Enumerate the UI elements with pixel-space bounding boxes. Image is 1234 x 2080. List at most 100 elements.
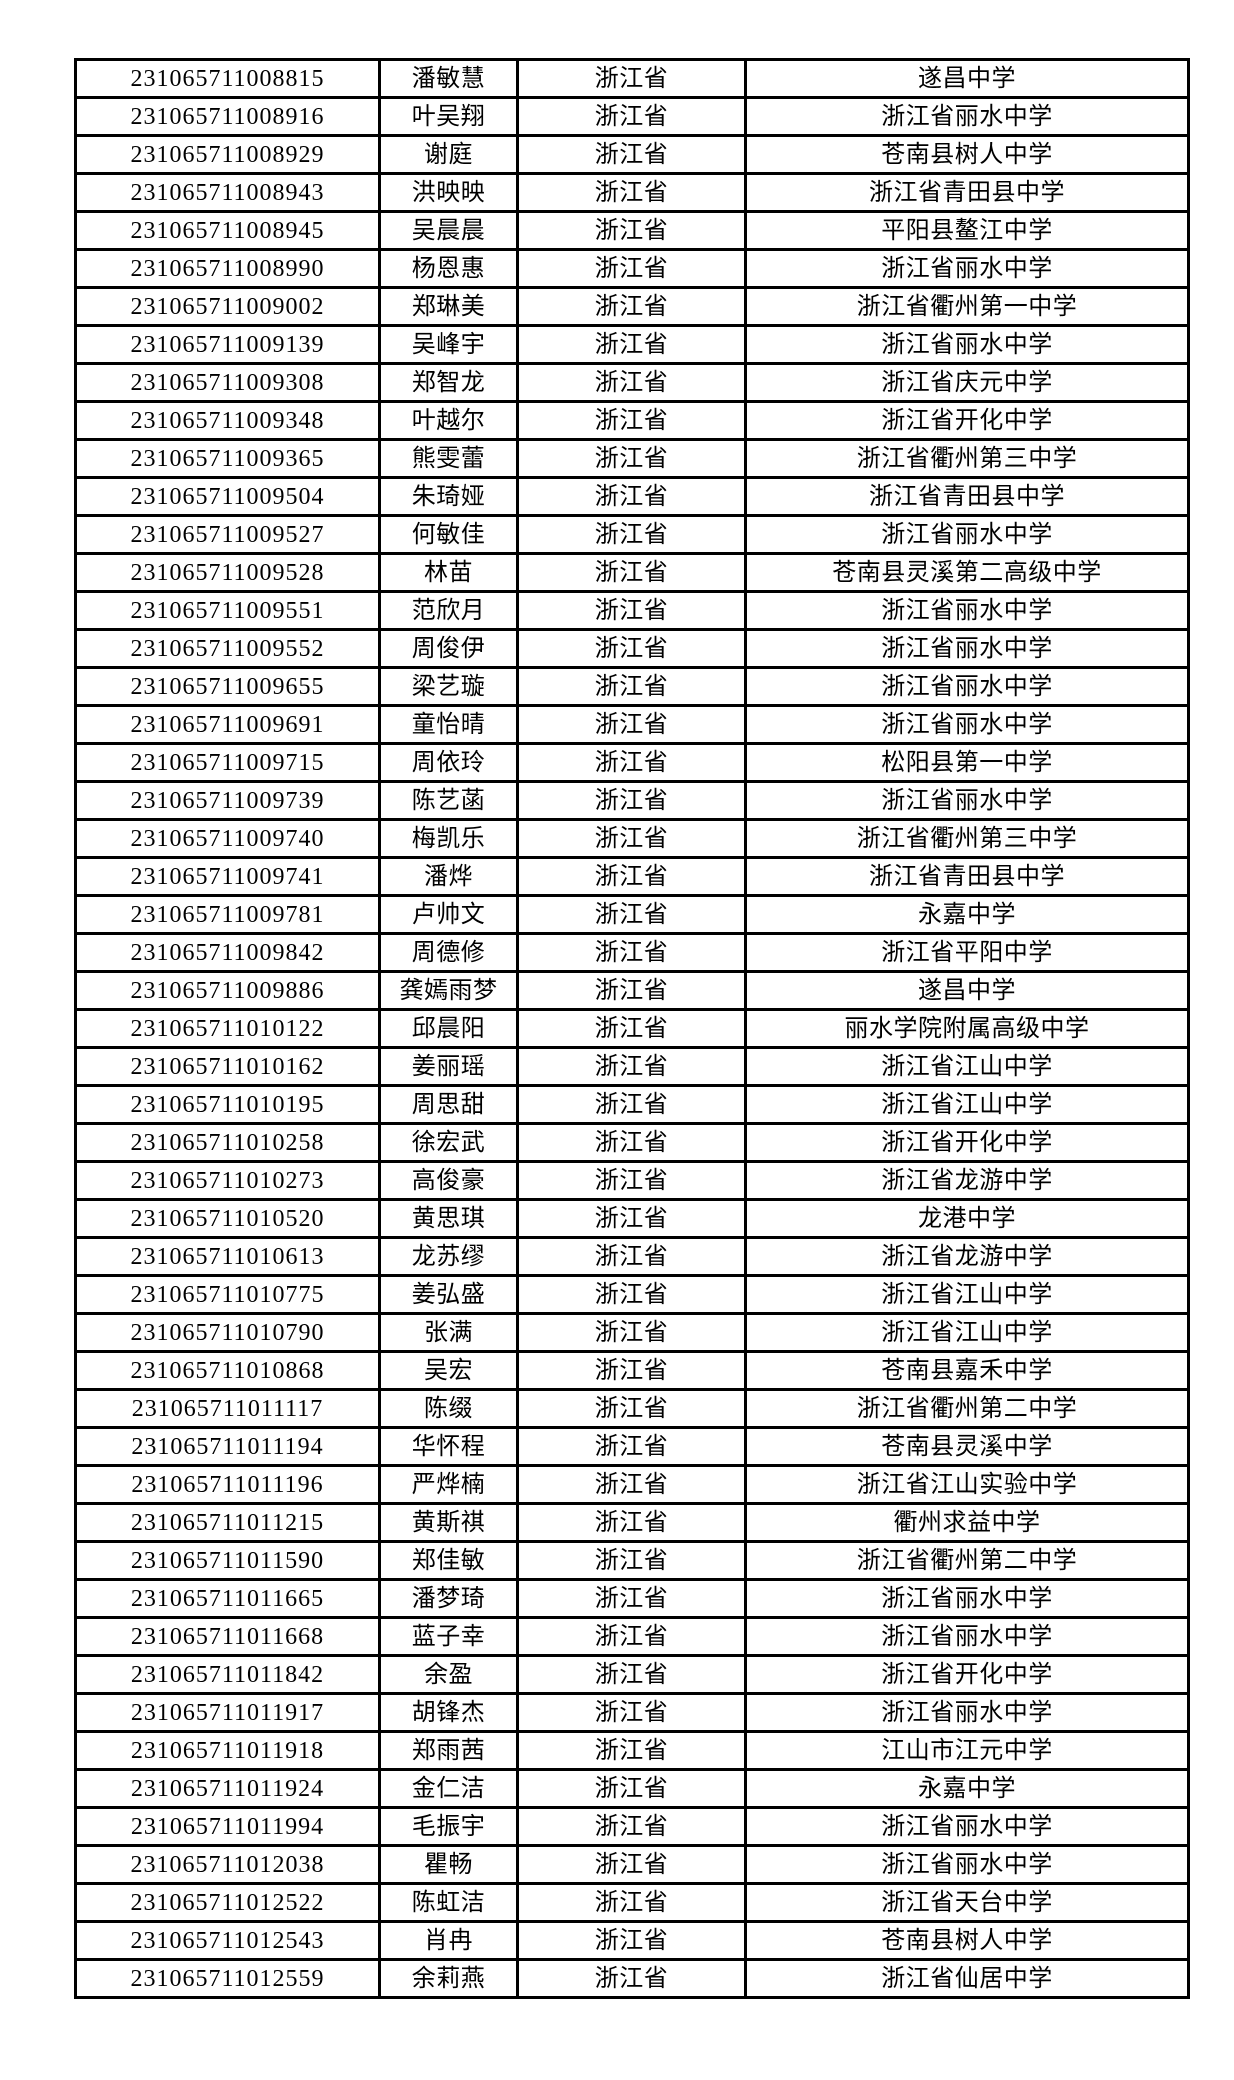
table-row: 231065711008943 洪映映 浙江省 浙江省青田县中学 bbox=[74, 172, 1190, 213]
cell-province: 浙江省 bbox=[516, 666, 747, 707]
cell-candidate-id: 231065711009365 bbox=[74, 438, 381, 479]
cell-candidate-id: 231065711011117 bbox=[74, 1388, 381, 1429]
cell-school: 浙江省丽水中学 bbox=[744, 1806, 1190, 1847]
cell-candidate-id: 231065711011196 bbox=[74, 1464, 381, 1505]
cell-candidate-id: 231065711009886 bbox=[74, 970, 381, 1011]
cell-school: 浙江省江山中学 bbox=[744, 1274, 1190, 1315]
cell-school: 浙江省衢州第一中学 bbox=[744, 286, 1190, 327]
cell-candidate-id: 231065711011215 bbox=[74, 1502, 381, 1543]
cell-name: 何敏佳 bbox=[378, 514, 519, 555]
cell-candidate-id: 231065711009308 bbox=[74, 362, 381, 403]
cell-school: 遂昌中学 bbox=[744, 970, 1190, 1011]
table-row: 231065711009308 郑智龙 浙江省 浙江省庆元中学 bbox=[74, 362, 1190, 403]
table-row: 231065711009365 熊雯蕾 浙江省 浙江省衢州第三中学 bbox=[74, 438, 1190, 479]
cell-candidate-id: 231065711009842 bbox=[74, 932, 381, 973]
cell-candidate-id: 231065711009691 bbox=[74, 704, 381, 745]
table-row: 231065711009781 卢帅文 浙江省 永嘉中学 bbox=[74, 894, 1190, 935]
cell-candidate-id: 231065711010613 bbox=[74, 1236, 381, 1277]
table-row: 231065711010162 姜丽瑶 浙江省 浙江省江山中学 bbox=[74, 1046, 1190, 1087]
cell-candidate-id: 231065711011194 bbox=[74, 1426, 381, 1467]
cell-candidate-id: 231065711010520 bbox=[74, 1198, 381, 1239]
cell-school: 浙江省开化中学 bbox=[744, 1654, 1190, 1695]
cell-candidate-id: 231065711012038 bbox=[74, 1844, 381, 1885]
cell-name: 蓝子幸 bbox=[378, 1616, 519, 1657]
cell-province: 浙江省 bbox=[516, 286, 747, 327]
cell-candidate-id: 231065711012522 bbox=[74, 1882, 381, 1923]
cell-school: 浙江省衢州第三中学 bbox=[744, 438, 1190, 479]
table-row: 231065711012038 瞿畅 浙江省 浙江省丽水中学 bbox=[74, 1844, 1190, 1885]
cell-province: 浙江省 bbox=[516, 1008, 747, 1049]
cell-school: 浙江省丽水中学 bbox=[744, 1844, 1190, 1885]
cell-school: 苍南县树人中学 bbox=[744, 1920, 1190, 1961]
table-row: 231065711009528 林苗 浙江省 苍南县灵溪第二高级中学 bbox=[74, 552, 1190, 593]
cell-candidate-id: 231065711009740 bbox=[74, 818, 381, 859]
cell-name: 金仁洁 bbox=[378, 1768, 519, 1809]
cell-school: 浙江省龙游中学 bbox=[744, 1236, 1190, 1277]
cell-name: 邱晨阳 bbox=[378, 1008, 519, 1049]
table-row: 231065711010613 龙苏缪 浙江省 浙江省龙游中学 bbox=[74, 1236, 1190, 1277]
cell-province: 浙江省 bbox=[516, 1350, 747, 1391]
table-row: 231065711010520 黄思琪 浙江省 龙港中学 bbox=[74, 1198, 1190, 1239]
cell-school: 浙江省青田县中学 bbox=[744, 172, 1190, 213]
cell-name: 范欣月 bbox=[378, 590, 519, 631]
table-row: 231065711009527 何敏佳 浙江省 浙江省丽水中学 bbox=[74, 514, 1190, 555]
table-row: 231065711008929 谢庭 浙江省 苍南县树人中学 bbox=[74, 134, 1190, 175]
cell-candidate-id: 231065711009551 bbox=[74, 590, 381, 631]
cell-candidate-id: 231065711008990 bbox=[74, 248, 381, 289]
cell-name: 童怡晴 bbox=[378, 704, 519, 745]
cell-candidate-id: 231065711011665 bbox=[74, 1578, 381, 1619]
cell-name: 姜弘盛 bbox=[378, 1274, 519, 1315]
cell-name: 姜丽瑶 bbox=[378, 1046, 519, 1087]
cell-province: 浙江省 bbox=[516, 856, 747, 897]
table-row: 231065711011924 金仁洁 浙江省 永嘉中学 bbox=[74, 1768, 1190, 1809]
cell-province: 浙江省 bbox=[516, 552, 747, 593]
student-roster-table: 231065711008815 潘敏慧 浙江省 遂昌中学 231065711008916… bbox=[74, 58, 1190, 1999]
cell-candidate-id: 231065711010258 bbox=[74, 1122, 381, 1163]
cell-province: 浙江省 bbox=[516, 1122, 747, 1163]
table-row: 231065711008990 杨恩惠 浙江省 浙江省丽水中学 bbox=[74, 248, 1190, 289]
cell-candidate-id: 231065711011590 bbox=[74, 1540, 381, 1581]
table-row: 231065711012522 陈虹洁 浙江省 浙江省天台中学 bbox=[74, 1882, 1190, 1923]
cell-candidate-id: 231065711010273 bbox=[74, 1160, 381, 1201]
table-row: 231065711009715 周依玲 浙江省 松阳县第一中学 bbox=[74, 742, 1190, 783]
cell-candidate-id: 231065711009527 bbox=[74, 514, 381, 555]
cell-name: 黄斯祺 bbox=[378, 1502, 519, 1543]
cell-school: 永嘉中学 bbox=[744, 894, 1190, 935]
cell-province: 浙江省 bbox=[516, 438, 747, 479]
cell-province: 浙江省 bbox=[516, 1426, 747, 1467]
cell-name: 黄思琪 bbox=[378, 1198, 519, 1239]
cell-name: 肖冉 bbox=[378, 1920, 519, 1961]
cell-province: 浙江省 bbox=[516, 1274, 747, 1315]
cell-name: 郑智龙 bbox=[378, 362, 519, 403]
table-row: 231065711010273 高俊豪 浙江省 浙江省龙游中学 bbox=[74, 1160, 1190, 1201]
cell-province: 浙江省 bbox=[516, 1920, 747, 1961]
cell-candidate-id: 231065711009655 bbox=[74, 666, 381, 707]
cell-name: 吴峰宇 bbox=[378, 324, 519, 365]
table-row: 231065711011917 胡锋杰 浙江省 浙江省丽水中学 bbox=[74, 1692, 1190, 1733]
cell-school: 浙江省天台中学 bbox=[744, 1882, 1190, 1923]
cell-name: 余莉燕 bbox=[378, 1958, 519, 1999]
cell-school: 永嘉中学 bbox=[744, 1768, 1190, 1809]
cell-candidate-id: 231065711010195 bbox=[74, 1084, 381, 1125]
cell-province: 浙江省 bbox=[516, 590, 747, 631]
table-row: 231065711012543 肖冉 浙江省 苍南县树人中学 bbox=[74, 1920, 1190, 1961]
cell-school: 浙江省衢州第二中学 bbox=[744, 1540, 1190, 1581]
cell-school: 江山市江元中学 bbox=[744, 1730, 1190, 1771]
cell-name: 龚嫣雨梦 bbox=[378, 970, 519, 1011]
cell-name: 吴晨晨 bbox=[378, 210, 519, 251]
cell-name: 陈虹洁 bbox=[378, 1882, 519, 1923]
cell-province: 浙江省 bbox=[516, 1730, 747, 1771]
cell-school: 平阳县鳌江中学 bbox=[744, 210, 1190, 251]
cell-school: 浙江省仙居中学 bbox=[744, 1958, 1190, 1999]
cell-province: 浙江省 bbox=[516, 1198, 747, 1239]
cell-school: 浙江省开化中学 bbox=[744, 400, 1190, 441]
cell-province: 浙江省 bbox=[516, 1464, 747, 1505]
table-row: 231065711009739 陈艺菡 浙江省 浙江省丽水中学 bbox=[74, 780, 1190, 821]
cell-candidate-id: 231065711009739 bbox=[74, 780, 381, 821]
cell-school: 浙江省丽水中学 bbox=[744, 96, 1190, 137]
cell-province: 浙江省 bbox=[516, 362, 747, 403]
cell-school: 浙江省龙游中学 bbox=[744, 1160, 1190, 1201]
table-row: 231065711011665 潘梦琦 浙江省 浙江省丽水中学 bbox=[74, 1578, 1190, 1619]
cell-candidate-id: 231065711009528 bbox=[74, 552, 381, 593]
cell-school: 浙江省丽水中学 bbox=[744, 248, 1190, 289]
